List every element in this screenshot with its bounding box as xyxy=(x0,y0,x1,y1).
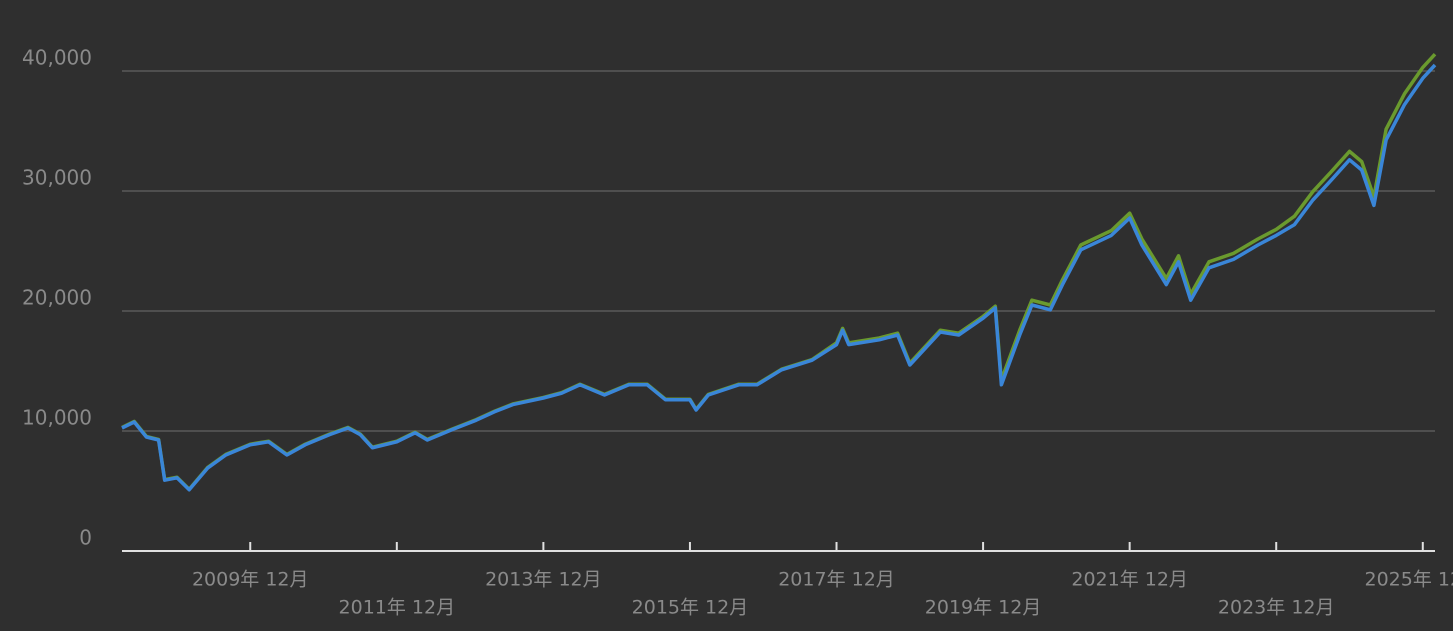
x-tick-label: 2013年 12月 xyxy=(485,569,602,591)
y-tick-label: 40,000 xyxy=(22,46,92,70)
y-tick-label: 30,000 xyxy=(22,166,92,190)
x-tick-label: 2021年 12月 xyxy=(1071,569,1188,591)
x-tick-label: 2025年 12月 xyxy=(1364,569,1453,591)
x-tick-label: 2015年 12月 xyxy=(632,597,749,619)
x-tick-label: 2023年 12月 xyxy=(1218,597,1335,619)
x-tick-label: 2017年 12月 xyxy=(778,569,895,591)
x-tick-label: 2009年 12月 xyxy=(192,569,309,591)
line-series xyxy=(121,63,1437,492)
y-tick-label: 0 xyxy=(79,526,92,550)
y-tick-label: 10,000 xyxy=(22,406,92,430)
x-tick-label: 2011年 12月 xyxy=(339,597,456,619)
x-tick-label: 2019年 12月 xyxy=(925,597,1042,619)
y-tick-label: 20,000 xyxy=(22,286,92,310)
